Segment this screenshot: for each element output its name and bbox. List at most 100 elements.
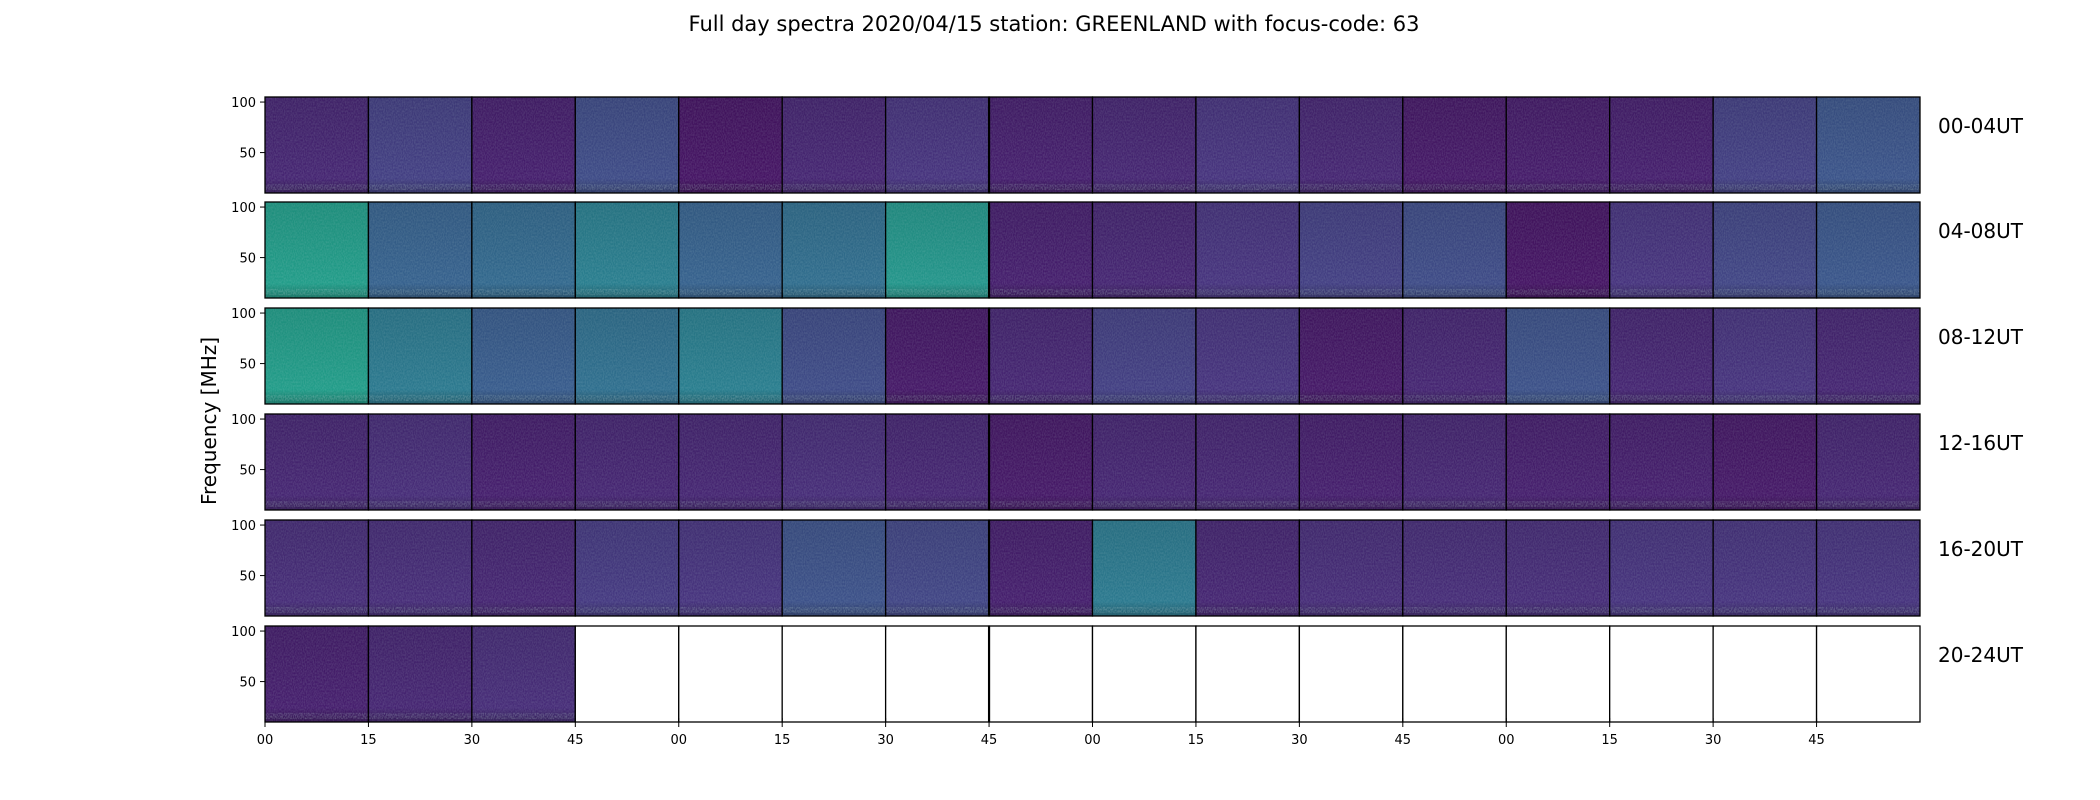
spectrum-panel (471, 307, 576, 405)
spectrum-band (1402, 289, 1507, 295)
spectrum-band (471, 395, 576, 401)
spectrum-panel-shade (678, 414, 783, 510)
spectrum-band (1092, 184, 1196, 190)
row-time-label: 04-08UT (1938, 219, 2024, 243)
spectrum-band (1299, 501, 1403, 507)
spectrum-panel-shade (1713, 520, 1817, 616)
spectrum-panel-shade (989, 202, 1093, 298)
spectrum-panel-shade (1713, 202, 1817, 298)
spectrum-panel (1091, 413, 1197, 511)
spectrum-band (1299, 184, 1403, 190)
spectrum-panel-shade (1713, 308, 1817, 404)
spectrum-panel (781, 307, 887, 405)
spectrum-panel (678, 307, 783, 405)
spectrum-panel-shade (368, 97, 472, 193)
spectrum-panel (1609, 307, 1714, 405)
spectrum-panel (367, 201, 473, 299)
x-tick-label: 00 (257, 733, 274, 748)
spectrum-panel (884, 413, 990, 511)
spectrum-panel-shade (1195, 202, 1300, 298)
spectra-row: 100 50 00-04UT (231, 96, 2024, 194)
spectrum-panel (1091, 307, 1197, 405)
spectrum-band (368, 184, 472, 190)
spectrum-panel (1815, 307, 1921, 405)
spectrum-band (575, 289, 679, 295)
spectrum-panel (574, 519, 680, 617)
spectrum-band (989, 501, 1093, 507)
spectrum-panel-shade (678, 308, 783, 404)
spectrum-panel (884, 201, 990, 299)
spectrum-band (1299, 395, 1403, 401)
spectrum-panel-shade (1299, 308, 1403, 404)
spectrum-panel (1298, 307, 1404, 405)
spectrum-panel-shade (989, 97, 1093, 193)
spectrum-band (782, 289, 886, 295)
spectrum-band (782, 184, 886, 190)
spectrum-band (471, 607, 576, 613)
spectrum-panel-shade (1506, 202, 1610, 298)
spectrum-panel (1195, 413, 1301, 511)
spectrum-panel (1402, 413, 1507, 511)
spectrum-panel (1195, 201, 1301, 299)
spectrum-panel (884, 96, 990, 194)
spectrum-panel (264, 625, 370, 723)
spectrum-panel (471, 519, 576, 617)
spectrum-band (1092, 607, 1196, 613)
spectrum-panel (1609, 201, 1714, 299)
spectrum-band (678, 395, 783, 401)
spectrum-band (1609, 289, 1714, 295)
spectrum-panel (988, 519, 1094, 617)
spectrum-panel (678, 519, 783, 617)
spectrum-panel-shade (1609, 97, 1714, 193)
spectrum-band (1402, 501, 1507, 507)
spectrum-band (368, 607, 472, 613)
spectrum-panel-shade (1609, 308, 1714, 404)
spectrum-panel-shade (368, 520, 472, 616)
spectrum-panel (1815, 413, 1921, 511)
spectrum-panel (574, 625, 680, 723)
spectrum-panel-empty (1816, 626, 1920, 722)
spectrum-band (1816, 501, 1920, 507)
y-tick-label: 100 (231, 413, 256, 428)
spectrum-panel (1298, 96, 1404, 194)
spectrum-panel-shade (1713, 97, 1817, 193)
x-tick-label: 45 (1395, 733, 1412, 748)
spectrum-panel-shade (1092, 308, 1196, 404)
spectrum-panel-shade (471, 626, 576, 722)
spectrum-panel-shade (265, 626, 369, 722)
spectrum-band (1816, 289, 1920, 295)
spectrum-panel (1195, 625, 1301, 723)
spectra-row: 100 50 04-08UT (231, 201, 2024, 299)
spectrum-panel (574, 96, 680, 194)
spectrum-panel (1505, 96, 1611, 194)
spectra-row: 100 50 12-16UT (231, 413, 2024, 511)
spectrum-panel (1712, 96, 1818, 194)
panel-frame (1815, 519, 1921, 617)
spectrum-band (989, 289, 1093, 295)
spectrum-panel (574, 307, 680, 405)
spectrum-panel-shade (265, 414, 369, 510)
y-tick-label: 50 (239, 464, 256, 479)
spectrum-panel (1402, 201, 1507, 299)
spectrum-panel-shade (1506, 414, 1610, 510)
x-tick-label: 15 (360, 733, 377, 748)
spectrum-panel (781, 96, 887, 194)
spectrum-band (1713, 501, 1817, 507)
spectrum-panel (1091, 96, 1197, 194)
x-tick-label: 00 (1084, 733, 1101, 748)
spectrum-panel (988, 413, 1094, 511)
spectrum-panel-shade (575, 202, 679, 298)
spectrum-band (1506, 395, 1610, 401)
spectrum-panel-shade (1609, 520, 1714, 616)
spectrum-panel-shade (885, 308, 990, 404)
spectrum-panel (1815, 625, 1921, 723)
spectrum-panel-shade (1506, 97, 1610, 193)
spectrum-panel-shade (1816, 97, 1920, 193)
spectrum-panel (1505, 201, 1611, 299)
y-tick-label: 100 (231, 96, 256, 111)
spectrum-panel-shade (1402, 97, 1507, 193)
spectrum-panel-shade (575, 520, 679, 616)
spectrum-panel-shade (989, 414, 1093, 510)
spectrum-panel (574, 201, 680, 299)
spectrum-panel-empty (1299, 626, 1403, 722)
